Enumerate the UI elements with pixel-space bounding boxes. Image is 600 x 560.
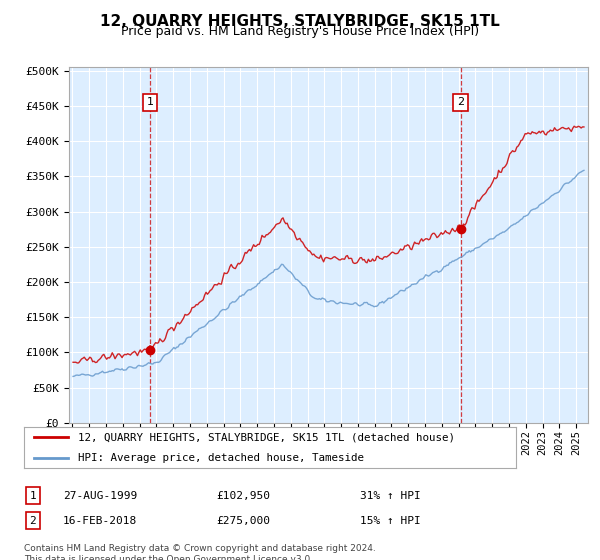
Text: 2: 2: [457, 97, 464, 108]
Text: £275,000: £275,000: [216, 516, 270, 526]
Text: Contains HM Land Registry data © Crown copyright and database right 2024.
This d: Contains HM Land Registry data © Crown c…: [24, 544, 376, 560]
Text: 1: 1: [29, 491, 37, 501]
Text: 2: 2: [29, 516, 37, 526]
Text: £102,950: £102,950: [216, 491, 270, 501]
Text: 15% ↑ HPI: 15% ↑ HPI: [360, 516, 421, 526]
Text: 12, QUARRY HEIGHTS, STALYBRIDGE, SK15 1TL (detached house): 12, QUARRY HEIGHTS, STALYBRIDGE, SK15 1T…: [78, 432, 455, 442]
Text: 27-AUG-1999: 27-AUG-1999: [63, 491, 137, 501]
Text: 12, QUARRY HEIGHTS, STALYBRIDGE, SK15 1TL: 12, QUARRY HEIGHTS, STALYBRIDGE, SK15 1T…: [100, 14, 500, 29]
Text: 16-FEB-2018: 16-FEB-2018: [63, 516, 137, 526]
Text: 1: 1: [146, 97, 154, 108]
Text: Price paid vs. HM Land Registry's House Price Index (HPI): Price paid vs. HM Land Registry's House …: [121, 25, 479, 38]
Text: HPI: Average price, detached house, Tameside: HPI: Average price, detached house, Tame…: [78, 452, 364, 463]
Text: 31% ↑ HPI: 31% ↑ HPI: [360, 491, 421, 501]
